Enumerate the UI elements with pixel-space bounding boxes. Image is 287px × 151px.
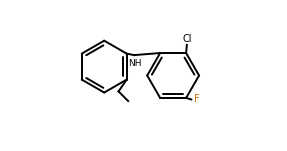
Text: F: F — [193, 94, 199, 104]
Text: Cl: Cl — [182, 34, 192, 44]
Text: NH: NH — [128, 59, 141, 68]
